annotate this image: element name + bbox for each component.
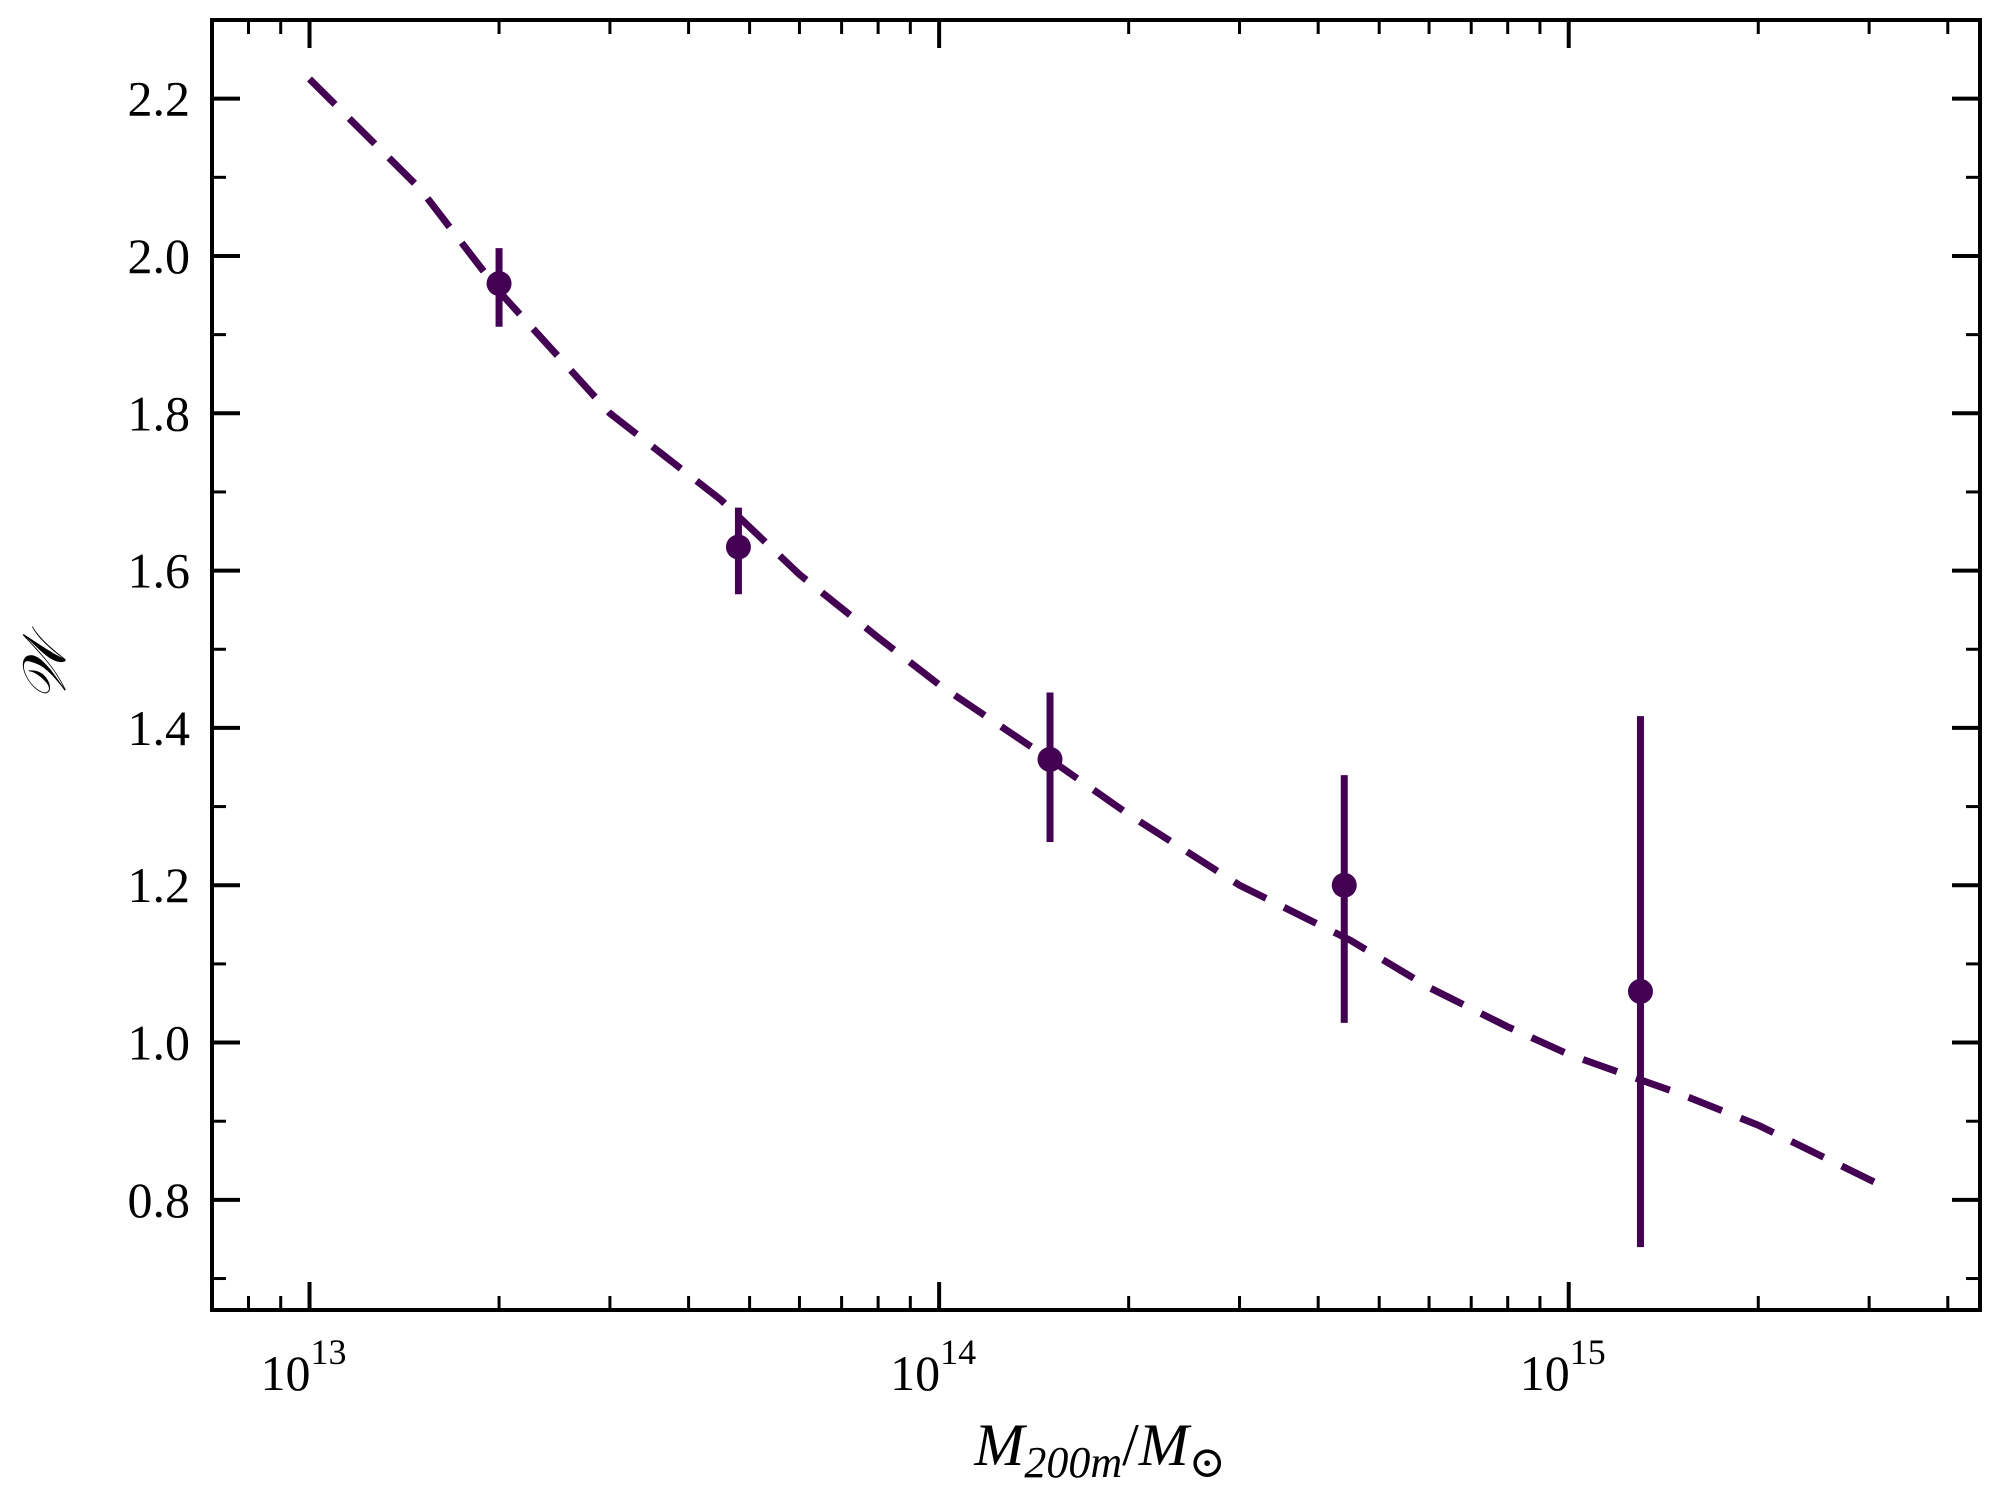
data-points-layer	[486, 248, 1653, 1248]
x-axis-label-sub2: ⊙	[1189, 1438, 1226, 1487]
x-axis-label-main: M	[973, 1412, 1027, 1478]
x-axis-label-sub: 200m	[1024, 1438, 1122, 1487]
y-tick-label: 1.6	[128, 543, 191, 599]
model-curve	[307, 76, 1889, 1192]
x-axis-label: M200m/M⊙	[973, 1412, 1225, 1487]
x-tick-label: 1013	[261, 1332, 347, 1401]
x-axis-label-main2: M	[1138, 1412, 1192, 1478]
y-tick-label: 2.2	[128, 71, 191, 127]
y-tick-label: 1.8	[128, 385, 191, 441]
axis-ticks	[210, 18, 1980, 1310]
y-tick-label: 1.0	[128, 1015, 191, 1071]
data-point	[1331, 872, 1357, 898]
data-point	[1627, 978, 1653, 1004]
data-point	[725, 534, 751, 560]
y-tick-label: 1.2	[128, 857, 191, 913]
y-tick-label: 1.4	[128, 700, 191, 756]
model-curve-layer	[307, 76, 1889, 1192]
data-point	[486, 271, 512, 297]
x-tick-label: 1015	[1520, 1332, 1606, 1401]
y-tick-label: 0.8	[128, 1172, 191, 1228]
y-axis-label: 𝒲	[12, 625, 78, 701]
tick-labels-layer: 0.8 1.0 1.2 1.4 1.6 1.8 2.0 2.2 1013 1014 1015	[128, 71, 1606, 1401]
plot-area	[210, 18, 1982, 1312]
y-tick-label: 2.0	[128, 228, 191, 284]
x-tick-label: 1014	[890, 1332, 976, 1401]
plot-frame	[210, 18, 1982, 1312]
x-axis-label-slash: /	[1122, 1412, 1139, 1478]
data-point	[1037, 746, 1063, 772]
